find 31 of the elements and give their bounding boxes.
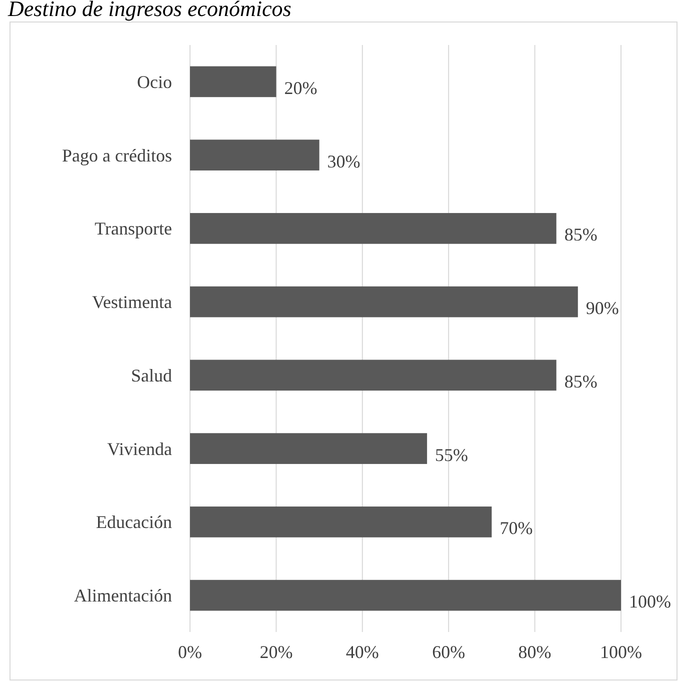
bar [190,360,556,391]
bar [190,140,320,170]
data-label: 85% [564,224,598,245]
bar [190,213,556,244]
x-tick-label: 60% [432,642,466,662]
bar [190,286,578,318]
data-label: 70% [500,518,533,538]
data-label: 20% [284,78,318,98]
data-label: 85% [564,371,598,392]
y-tick-label: Educación [96,512,172,532]
data-label: 90% [586,298,619,318]
x-tick-label: 20% [260,642,293,662]
bar [190,66,276,98]
x-tick-label: 0% [178,642,202,662]
x-tick-label: 80% [518,642,552,662]
chart-title: Destino de ingresos económicos [7,0,292,21]
x-tick-label: 40% [346,642,379,662]
bar [190,580,621,611]
data-label: 100% [629,592,671,612]
y-tick-label: Pago a créditos [62,145,172,166]
y-tick-label: Salud [130,365,172,386]
bar [190,506,492,538]
bar [190,433,428,464]
data-label: 55% [435,444,468,465]
x-tick-label: 100% [600,642,642,662]
data-label: 30% [327,151,360,172]
y-tick-label: Vestimenta [92,292,172,312]
y-tick-label: Alimentación [74,586,172,606]
y-tick-label: Ocio [137,72,172,92]
y-tick-label: Vivienda [107,438,172,459]
y-tick-label: Transporte [94,218,172,239]
